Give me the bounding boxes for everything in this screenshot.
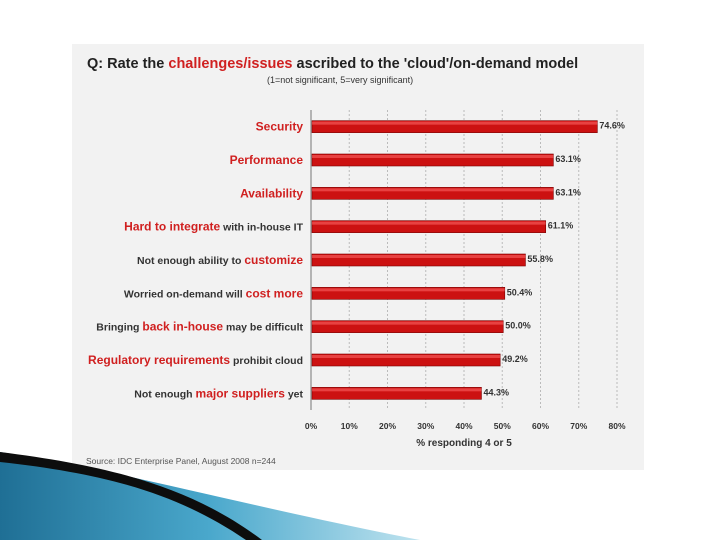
category-label: Bringing back in-house may be difficult: [96, 320, 303, 334]
value-label: 49.2%: [502, 354, 528, 364]
category-label: Security: [256, 120, 304, 134]
bar-highlight: [312, 355, 501, 358]
category-label: Performance: [230, 153, 304, 167]
value-label: 50.4%: [507, 287, 533, 297]
bar-highlight: [312, 288, 505, 292]
value-label: 63.1%: [555, 187, 581, 197]
bar-highlight: [312, 321, 504, 325]
category-label: Hard to integrate with in-house IT: [124, 220, 303, 234]
source-note: Source: IDC Enterprise Panel, August 200…: [86, 456, 276, 466]
title-prefix: Q: Rate the: [87, 56, 169, 72]
x-tick-label: 20%: [379, 421, 396, 431]
chart-title: Q: Rate the challenges/issues ascribed t…: [87, 56, 578, 72]
value-label: 61.1%: [548, 221, 574, 231]
value-label: 63.1%: [555, 154, 581, 164]
x-axis-label: % responding 4 or 5: [416, 438, 512, 449]
value-label: 74.6%: [599, 121, 625, 131]
title-suffix: ascribed to the 'cloud'/on-demand model: [292, 56, 579, 72]
bar-highlight: [312, 188, 554, 192]
x-tick-label: 60%: [532, 421, 549, 431]
bar-highlight: [312, 388, 482, 392]
x-tick-label: 70%: [570, 421, 587, 431]
value-label: 55.8%: [527, 254, 553, 264]
bar-highlight: [312, 121, 598, 125]
category-label: Not enough ability to customize: [137, 253, 303, 267]
bar-highlight: [312, 155, 554, 158]
category-label: Not enough major suppliers yet: [134, 386, 303, 400]
x-tick-label: 50%: [494, 421, 511, 431]
category-label: Availability: [240, 186, 303, 200]
chart-subtitle: (1=not significant, 5=very significant): [267, 75, 414, 85]
title-highlight: challenges/issues: [168, 56, 293, 72]
x-tick-label: 10%: [341, 421, 358, 431]
value-label: 44.3%: [483, 387, 509, 397]
category-label: Worried on-demand will cost more: [124, 286, 303, 300]
swoosh-dark: [0, 452, 262, 540]
value-label: 50.0%: [505, 321, 531, 331]
x-tick-label: 30%: [417, 421, 434, 431]
bar-highlight: [312, 255, 526, 258]
x-tick-label: 40%: [455, 421, 472, 431]
category-label: Regulatory requirements prohibit cloud: [88, 353, 303, 367]
x-tick-label: 0%: [305, 421, 318, 431]
x-tick-label: 80%: [608, 421, 625, 431]
bar-highlight: [312, 221, 546, 225]
